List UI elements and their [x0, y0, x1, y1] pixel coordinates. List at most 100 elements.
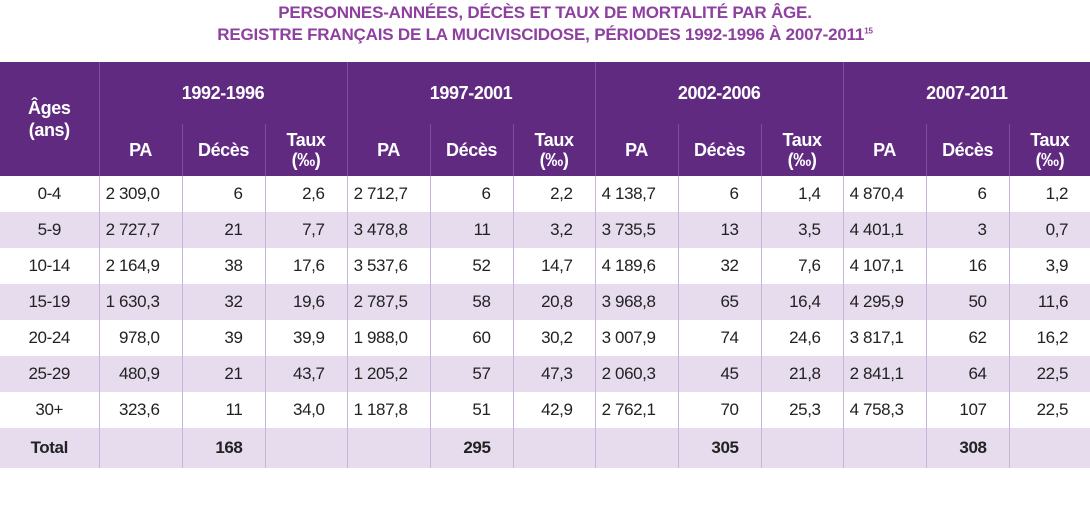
pa-cell: 2 309,0	[99, 176, 183, 212]
age-cell: 0-4	[0, 176, 100, 212]
deces-cell: 60	[430, 320, 514, 356]
pa-cell: 4 401,1	[843, 212, 927, 248]
pa-cell: 4 107,1	[843, 248, 927, 284]
total-deces-cell: 295	[430, 428, 514, 468]
table-row: 20-24 978,0 39 39,9 1 988,0 60 30,2 3 007,9 74 24…	[0, 320, 1090, 356]
age-cell: 20-24	[0, 320, 100, 356]
header-row-columns: PA Décès Taux (‰) PA Décès Taux (‰) PA Déc…	[0, 124, 1090, 176]
taux-cell: 17,6	[265, 248, 348, 284]
title-line-2-text: REGISTRE FRANÇAIS DE LA MUCIVISCIDOSE, P…	[217, 25, 865, 44]
deces-cell: 32	[182, 284, 266, 320]
total-pa-empty	[347, 428, 431, 468]
table-row: 0-4 2 309,0 6 2,6 2 712,7 6 2,2 4 138,7 6 1,4 4 87…	[0, 176, 1090, 212]
taux-cell: 39,9	[265, 320, 348, 356]
header-taux: Taux (‰)	[1009, 124, 1090, 176]
table-body: 0-4 2 309,0 6 2,6 2 712,7 6 2,2 4 138,7 6 1,4 4 87…	[0, 176, 1090, 468]
deces-cell: 65	[678, 284, 762, 320]
deces-cell: 52	[430, 248, 514, 284]
pa-cell: 2 841,1	[843, 356, 927, 392]
pa-cell: 4 758,3	[843, 392, 927, 428]
header-period-3: 2002-2006	[595, 62, 844, 124]
deces-cell: 11	[182, 392, 266, 428]
taux-cell: 1,4	[761, 176, 844, 212]
pa-cell: 3 007,9	[595, 320, 679, 356]
pa-cell: 3 735,5	[595, 212, 679, 248]
deces-cell: 107	[926, 392, 1010, 428]
taux-cell: 2,2	[513, 176, 596, 212]
age-cell: 25-29	[0, 356, 100, 392]
taux-cell: 25,3	[761, 392, 844, 428]
age-cell: 15-19	[0, 284, 100, 320]
pa-cell: 2 164,9	[99, 248, 183, 284]
total-pa-empty	[595, 428, 679, 468]
deces-cell: 32	[678, 248, 762, 284]
header-pa: PA	[347, 124, 431, 176]
pa-cell: 2 727,7	[99, 212, 183, 248]
header-period-1: 1992-1996	[99, 62, 348, 124]
taux-cell: 22,5	[1009, 392, 1090, 428]
taux-cell: 24,6	[761, 320, 844, 356]
total-deces-cell: 308	[926, 428, 1010, 468]
table-row: 30+ 323,6 11 34,0 1 187,8 51 42,9 2 762,1 70 25,3…	[0, 392, 1090, 428]
taux-cell: 0,7	[1009, 212, 1090, 248]
taux-cell: 21,8	[761, 356, 844, 392]
pa-cell: 3 537,6	[347, 248, 431, 284]
pa-cell: 3 968,8	[595, 284, 679, 320]
taux-cell: 20,8	[513, 284, 596, 320]
header-taux-line2: (‰)	[1035, 150, 1065, 170]
pa-cell: 1 988,0	[347, 320, 431, 356]
taux-cell: 19,6	[265, 284, 348, 320]
deces-cell: 70	[678, 392, 762, 428]
pa-cell: 978,0	[99, 320, 183, 356]
pa-cell: 1 187,8	[347, 392, 431, 428]
header-pa: PA	[843, 124, 927, 176]
header-taux-line1: Taux	[286, 130, 326, 150]
header-pa: PA	[595, 124, 679, 176]
taux-cell: 30,2	[513, 320, 596, 356]
taux-cell: 43,7	[265, 356, 348, 392]
header-taux-line1: Taux	[534, 130, 574, 150]
header-period-4: 2007-2011	[843, 62, 1090, 124]
header-taux: Taux (‰)	[761, 124, 844, 176]
header-taux-line2: (‰)	[787, 150, 817, 170]
total-taux-empty	[265, 428, 348, 468]
deces-cell: 6	[430, 176, 514, 212]
header-deces: Décès	[926, 124, 1010, 176]
taux-cell: 1,2	[1009, 176, 1090, 212]
header-taux-line1: Taux	[1030, 130, 1070, 150]
deces-cell: 62	[926, 320, 1010, 356]
taux-cell: 7,6	[761, 248, 844, 284]
taux-cell: 16,4	[761, 284, 844, 320]
pa-cell: 2 762,1	[595, 392, 679, 428]
deces-cell: 16	[926, 248, 1010, 284]
pa-cell: 480,9	[99, 356, 183, 392]
age-cell: 5-9	[0, 212, 100, 248]
header-taux-line2: (‰)	[291, 150, 321, 170]
table-row: 10-14 2 164,9 38 17,6 3 537,6 52 14,7 4 189,6 32…	[0, 248, 1090, 284]
deces-cell: 3	[926, 212, 1010, 248]
taux-cell: 42,9	[513, 392, 596, 428]
taux-cell: 7,7	[265, 212, 348, 248]
table-row: 15-19 1 630,3 32 19,6 2 787,5 58 20,8 3 968,8 65…	[0, 284, 1090, 320]
deces-cell: 45	[678, 356, 762, 392]
deces-cell: 13	[678, 212, 762, 248]
taux-cell: 2,6	[265, 176, 348, 212]
taux-cell: 16,2	[1009, 320, 1090, 356]
header-row-periods: Âges (ans) 1992-1996 1997-2001 2002-2006…	[0, 62, 1090, 176]
total-taux-empty	[1009, 428, 1090, 468]
deces-cell: 57	[430, 356, 514, 392]
header-period-2: 1997-2001	[347, 62, 596, 124]
deces-cell: 6	[678, 176, 762, 212]
pa-cell: 1 205,2	[347, 356, 431, 392]
taux-cell: 34,0	[265, 392, 348, 428]
deces-cell: 51	[430, 392, 514, 428]
pa-cell: 2 712,7	[347, 176, 431, 212]
age-cell: 10-14	[0, 248, 100, 284]
deces-cell: 38	[182, 248, 266, 284]
taux-cell: 3,2	[513, 212, 596, 248]
deces-cell: 6	[926, 176, 1010, 212]
taux-cell: 22,5	[1009, 356, 1090, 392]
header-deces: Décès	[678, 124, 762, 176]
header-pa: PA	[99, 124, 183, 176]
pa-cell: 2 060,3	[595, 356, 679, 392]
